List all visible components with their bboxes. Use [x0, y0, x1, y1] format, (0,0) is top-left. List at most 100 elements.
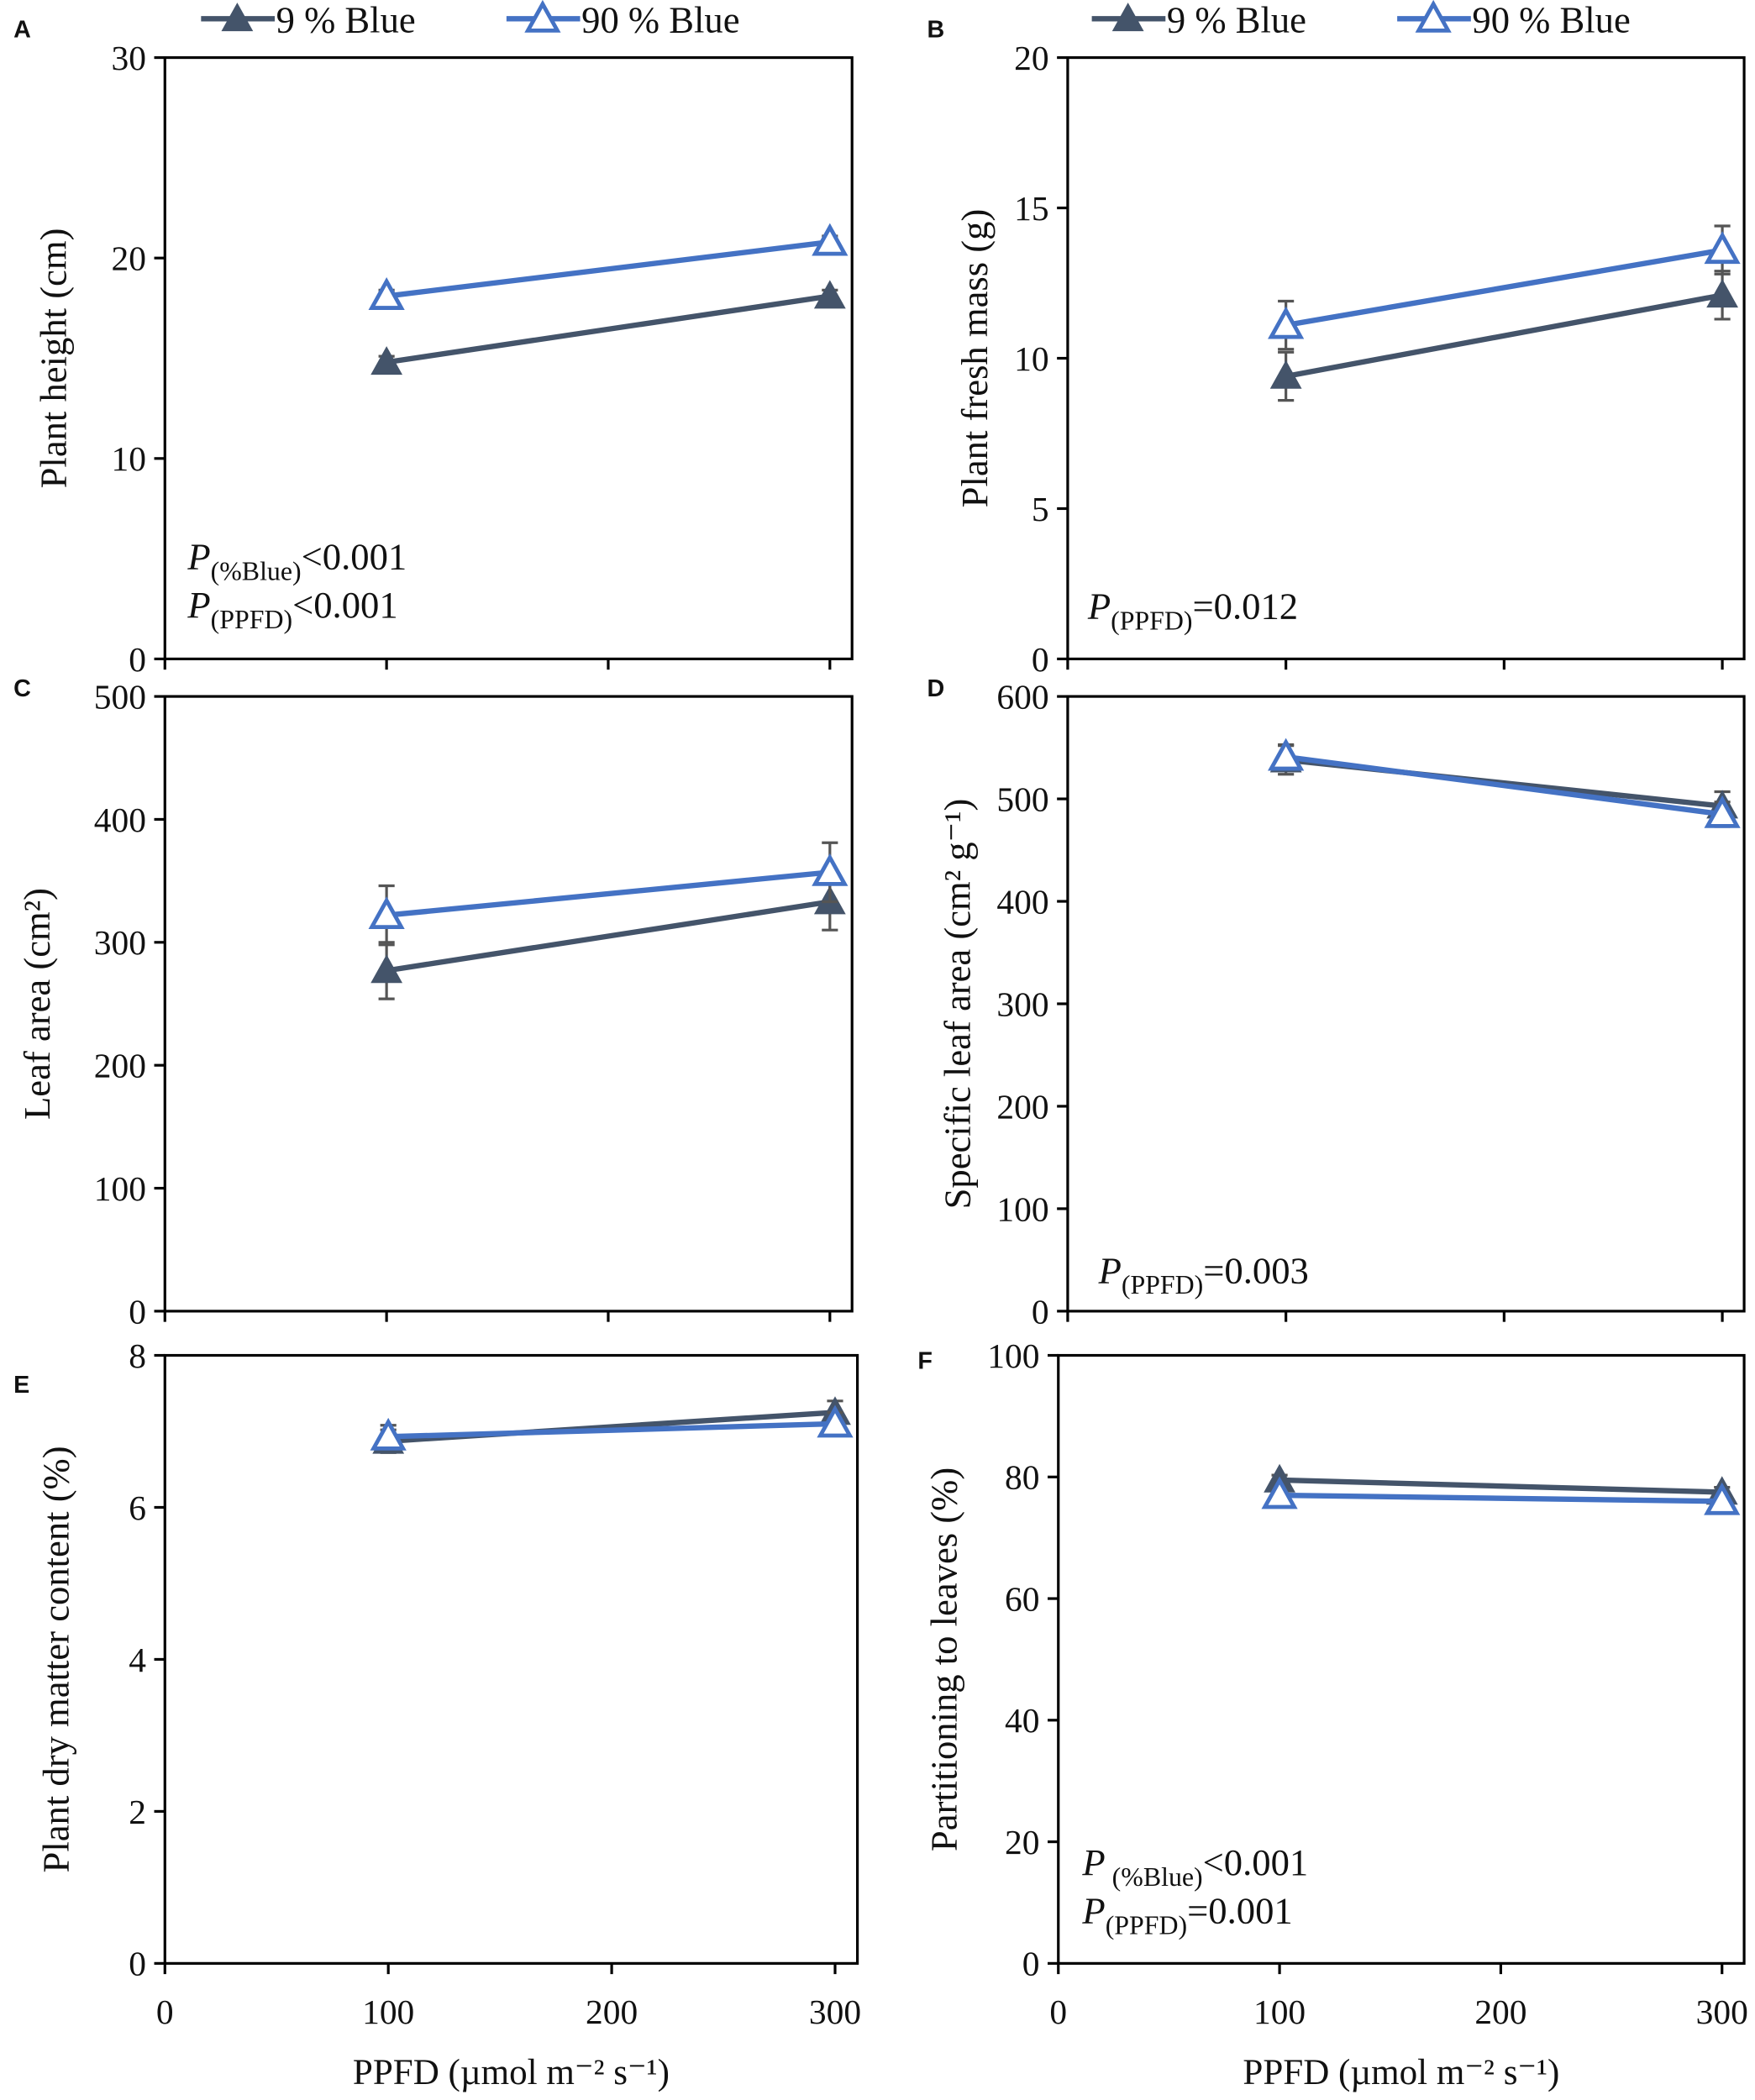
legend-item: 9 % Blue — [201, 0, 416, 40]
y-tick-label: 10 — [1014, 339, 1048, 378]
open-triangle-icon — [1415, 0, 1452, 33]
p-value: <0.001 — [292, 584, 398, 626]
panel-label: F — [917, 1347, 933, 1374]
legend-item: 90 % Blue — [1397, 0, 1631, 40]
p-value: =0.001 — [1187, 1890, 1293, 1932]
series-line — [388, 1420, 836, 1440]
y-tick-label: 500 — [996, 780, 1048, 818]
legend-item: 9 % Blue — [1091, 0, 1306, 40]
plot-frame — [1057, 1353, 1746, 1965]
x-tick-label: 0 — [156, 1992, 174, 2031]
x-tick-label: 0 — [1049, 1992, 1067, 2031]
y-axis-title: Partitioning to leaves (%) — [923, 1467, 965, 1851]
y-tick-label: 300 — [996, 984, 1048, 1023]
y-tick-label: 100 — [94, 1169, 146, 1208]
p-subscript: (%Blue) — [1106, 1862, 1203, 1892]
panel-label: A — [13, 17, 31, 44]
series-line — [386, 869, 831, 918]
p-value-annotation: P(PPFD)<0.001 — [187, 584, 397, 634]
y-axis-title: Leaf area (cm²) — [16, 888, 58, 1120]
y-tick-label: 2 — [129, 1793, 146, 1831]
x-tick-label: 300 — [809, 1992, 861, 2031]
data-point — [812, 853, 849, 886]
plot-frame — [163, 695, 854, 1313]
y-tick-label: 100 — [987, 1336, 1039, 1375]
p-value: <0.001 — [302, 536, 407, 578]
p-symbol: P — [1098, 1249, 1122, 1291]
legend: 9 % Blue 90 % Blue — [1091, 0, 1631, 40]
y-tick-label: 0 — [129, 1292, 146, 1331]
legend-label: 9 % Blue — [276, 0, 416, 40]
series-9-blue — [1269, 270, 1738, 402]
y-axis-title: Plant height (cm) — [32, 228, 74, 489]
data-point — [1704, 1482, 1741, 1515]
panel-b: B 0 5 10 15 20 Plant fresh mass (g) P(PPFD)=0.0… — [927, 17, 1746, 679]
y-tick-label: 80 — [1005, 1458, 1039, 1497]
y-tick-label: 200 — [996, 1087, 1048, 1126]
data-point — [368, 896, 405, 930]
y-axis-title: Plant fresh mass (g) — [954, 209, 996, 508]
series-line — [1285, 247, 1723, 328]
panel-e: E 0 2 4 6 8 0 100 200 300 PPFD (µmol m⁻² s⁻¹) Plant… — [13, 1336, 861, 2092]
x-axis-title: PPFD (µmol m⁻² s⁻¹) — [353, 2053, 670, 2092]
data-point — [1261, 1476, 1298, 1509]
y-tick-label: 400 — [996, 882, 1048, 921]
y-tick-label: 100 — [996, 1189, 1048, 1228]
series-line — [386, 239, 831, 299]
p-subscript: (PPFD) — [211, 605, 292, 634]
data-point — [1269, 360, 1302, 389]
data-point — [1706, 279, 1738, 308]
data-point — [1268, 738, 1305, 771]
x-tick-label: 200 — [586, 1992, 638, 2031]
y-tick-label: 200 — [94, 1047, 146, 1085]
data-point — [370, 954, 403, 984]
x-tick-label: 100 — [362, 1992, 414, 2031]
y-tick-label: 20 — [1005, 1823, 1039, 1861]
x-tick-label: 200 — [1474, 1992, 1526, 2031]
panel-f: F 0 20 40 60 80 100 0 100 200 300 PPFD (µmol m⁻² s⁻… — [917, 1336, 1747, 2092]
series-90-blue — [368, 841, 849, 947]
y-tick-label: 10 — [112, 439, 146, 478]
y-tick-label: 20 — [1014, 39, 1048, 77]
x-tick-label: 100 — [1253, 1992, 1306, 2031]
y-tick-label: 400 — [94, 801, 146, 839]
p-value: =0.012 — [1193, 585, 1299, 627]
plot-frame — [163, 1353, 859, 1965]
legend-label: 90 % Blue — [1472, 0, 1630, 40]
series-9-blue — [370, 280, 846, 375]
p-value: =0.003 — [1203, 1249, 1309, 1291]
series-90-blue — [370, 1404, 854, 1451]
series-90-blue — [1268, 738, 1741, 828]
y-tick-label: 60 — [1005, 1579, 1039, 1618]
panel-d: D 0 100 200 300 400 500 600 Specific leaf area (… — [927, 675, 1746, 1331]
data-point — [370, 346, 403, 375]
y-tick-label: 20 — [112, 239, 146, 278]
plot-frame — [1066, 695, 1746, 1313]
y-tick-label: 5 — [1032, 490, 1049, 528]
p-symbol: P — [187, 584, 210, 626]
p-value-annotation: P(PPFD)=0.001 — [1081, 1890, 1292, 1940]
data-point — [368, 277, 405, 310]
x-axis-title: PPFD (µmol m⁻² s⁻¹) — [1243, 2053, 1559, 2092]
p-subscript: (%Blue) — [211, 556, 302, 585]
series-line — [1285, 753, 1723, 817]
y-axis-title: Plant dry matter content (%) — [34, 1446, 76, 1872]
data-point — [1704, 795, 1741, 828]
filled-triangle-icon — [1111, 3, 1144, 32]
panel-label: B — [927, 17, 944, 44]
y-tick-label: 600 — [996, 677, 1048, 716]
y-tick-label: 4 — [129, 1641, 146, 1679]
y-tick-label: 30 — [112, 39, 146, 77]
legend: 9 % Blue 90 % Blue — [201, 0, 740, 40]
series-line — [1285, 292, 1723, 380]
p-subscript: (PPFD) — [1106, 1910, 1187, 1940]
p-subscript: (PPFD) — [1122, 1270, 1203, 1299]
p-subscript: (PPFD) — [1111, 606, 1192, 635]
legend-label: 90 % Blue — [581, 0, 739, 40]
y-tick-label: 8 — [129, 1336, 146, 1375]
y-tick-label: 0 — [129, 1945, 146, 1983]
y-tick-label: 0 — [129, 640, 146, 679]
y-axis-title: Specific leaf area (cm² g⁻¹) — [937, 799, 979, 1210]
panel-label: E — [13, 1372, 29, 1399]
